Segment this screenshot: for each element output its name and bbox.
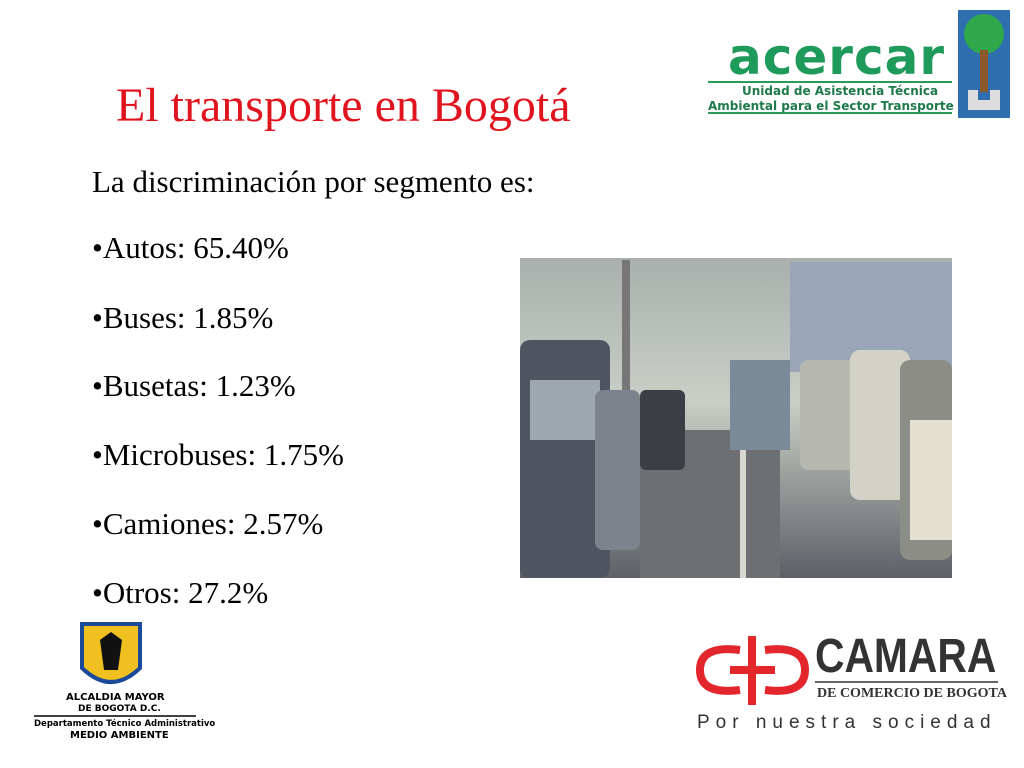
slide-title: El transporte en Bogotá xyxy=(116,79,571,132)
bullet-item: •Microbuses: 1.75% xyxy=(92,437,344,472)
alcaldia-line: MEDIO AMBIENTE xyxy=(70,730,169,741)
alcaldia-line: DE BOGOTA D.C. xyxy=(78,704,161,714)
camara-name: CAMARA xyxy=(815,630,997,683)
acercar-line: Unidad de Asistencia Técnica xyxy=(742,84,939,98)
alcaldia-line: ALCALDIA MAYOR xyxy=(66,692,165,703)
bullet-item: •Otros: 27.2% xyxy=(92,575,269,610)
bullet-item: •Busetas: 1.23% xyxy=(92,368,296,403)
bullet-item: •Buses: 1.85% xyxy=(92,300,274,335)
camara-slogan: Por nuestra sociedad xyxy=(697,712,997,733)
acercar-line: Ambiental para el Sector Transporte xyxy=(708,99,954,113)
camara-line: DE COMERCIO DE BOGOTA xyxy=(817,686,1007,701)
camara-symbol xyxy=(695,636,810,705)
intro-text: La discriminación por segmento es: xyxy=(92,164,535,199)
traffic-photo xyxy=(520,258,952,578)
bullet-item: •Autos: 65.40% xyxy=(92,230,289,265)
acercar-name: acercar xyxy=(728,28,945,86)
bullet-item: •Camiones: 2.57% xyxy=(92,506,324,541)
alcaldia-line: Departamento Técnico Administrativo xyxy=(34,719,216,729)
